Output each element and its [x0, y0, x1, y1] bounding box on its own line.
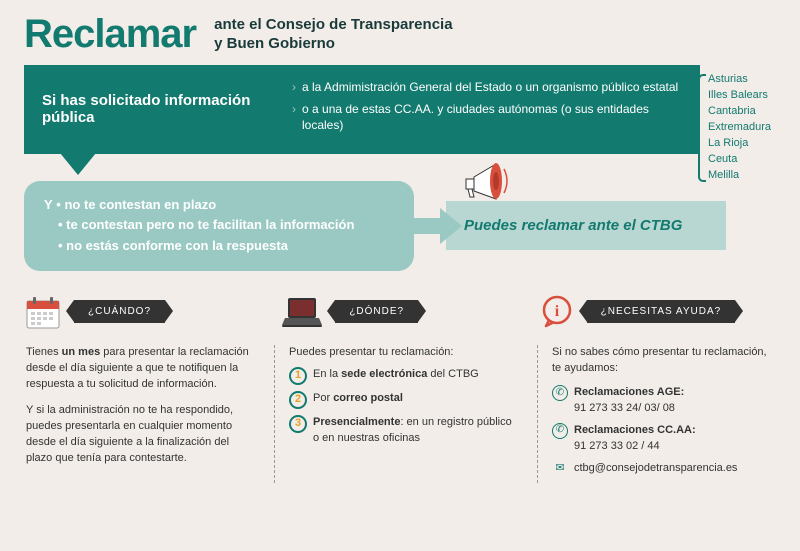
header: Reclamar ante el Consejo de Transparenci…	[0, 0, 800, 65]
help-column: Si no sabes cómo presentar tu reclamació…	[537, 345, 776, 483]
where-column: Puedes presentar tu reclamación: 1En la …	[274, 345, 513, 483]
details-row: Tienes un mes para presentar la reclamac…	[24, 345, 776, 483]
phone-icon: ✆	[552, 423, 568, 439]
main-condition-right: ›a la Admimistración General del Estado …	[292, 79, 682, 140]
question-help: ¿NECESITAS AYUDA?	[587, 300, 736, 323]
megaphone-icon	[454, 149, 514, 204]
question-where: ¿DÓNDE?	[335, 300, 418, 323]
arrow-down-icon	[60, 153, 96, 175]
arrow-right-icon	[410, 218, 440, 234]
calendar-icon	[24, 293, 62, 331]
result-box: Puedes reclamar ante el CTBG	[446, 201, 726, 250]
email-icon: ✉	[552, 461, 568, 477]
info-bubble-icon: i	[539, 294, 575, 330]
laptop-icon	[281, 295, 323, 329]
step-2-icon: 2	[289, 391, 307, 409]
step-3-icon: 3	[289, 415, 307, 433]
chevron-right-icon: ›	[292, 101, 296, 133]
svg-text:i: i	[554, 303, 559, 320]
page-subtitle: ante el Consejo de Transparencia y Buen …	[214, 16, 452, 54]
situations-row: Y • no te contestan en plazo • te contes…	[24, 181, 776, 271]
regions-list: Asturias Illes Balears Cantabria Extrema…	[708, 72, 788, 184]
questions-row: ¿CUÁNDO? ¿DÓNDE? i ¿NECESITAS AYUDA?	[24, 293, 776, 331]
when-column: Tienes un mes para presentar la reclamac…	[24, 345, 250, 483]
question-when: ¿CUÁNDO?	[74, 300, 165, 323]
phone-icon: ✆	[552, 385, 568, 401]
step-1-icon: 1	[289, 367, 307, 385]
page-title: Reclamar	[24, 12, 196, 57]
main-condition-left: Si has solicitado información pública	[42, 92, 292, 126]
situations-box: Y • no te contestan en plazo • te contes…	[24, 181, 414, 271]
chevron-right-icon: ›	[292, 79, 296, 95]
main-condition-box: Si has solicitado información pública ›a…	[24, 65, 700, 154]
